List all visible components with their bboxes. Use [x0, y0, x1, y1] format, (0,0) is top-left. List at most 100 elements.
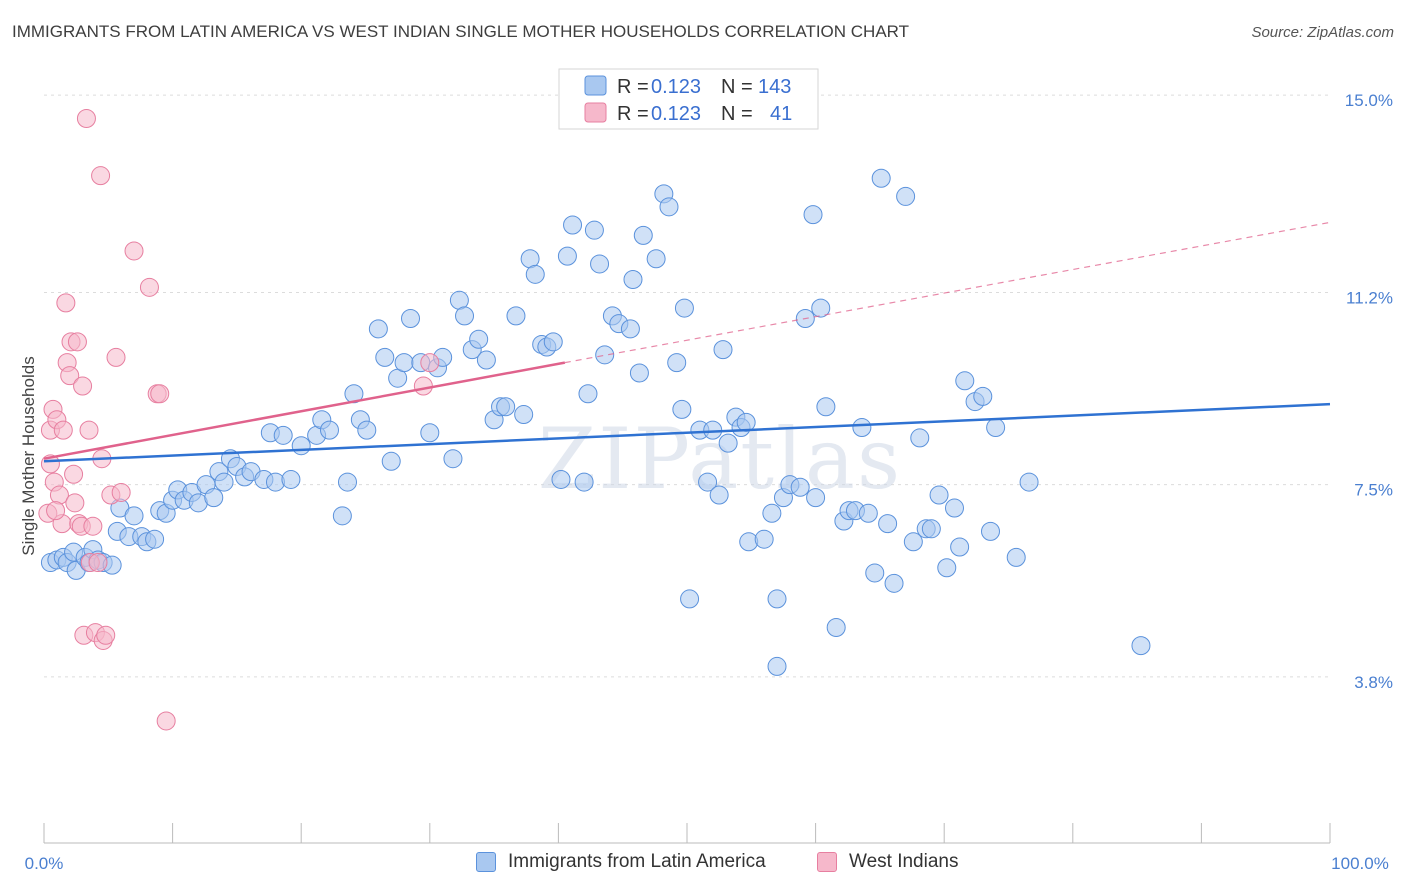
point-latin-america [496, 397, 516, 417]
legend-r-value-pink: 0.123 [651, 103, 701, 125]
point-west-indians [156, 711, 176, 731]
point-latin-america [950, 537, 970, 557]
point-latin-america [767, 589, 787, 609]
y-tick-label: 11.2% [1346, 289, 1393, 308]
point-latin-america [955, 371, 975, 391]
legend-r-label-pink: R = [617, 103, 649, 125]
point-latin-america [291, 436, 311, 456]
stats-legend: R = 0.123 N = 143 R = 0.123 N = 41 [558, 68, 819, 130]
point-west-indians [65, 493, 85, 513]
point-latin-america [1006, 547, 1026, 567]
point-latin-america [455, 306, 475, 326]
point-latin-america [858, 503, 878, 523]
point-latin-america [563, 215, 583, 235]
legend-swatch-latin-america [476, 852, 496, 872]
point-latin-america [214, 472, 234, 492]
point-latin-america [381, 451, 401, 471]
legend-n-label-blue: N = [721, 76, 753, 98]
trend-lines [43, 221, 1331, 463]
point-latin-america [1131, 636, 1151, 656]
point-latin-america [401, 308, 421, 328]
point-latin-america [667, 353, 687, 373]
point-west-indians [83, 516, 103, 536]
point-latin-america [1019, 472, 1039, 492]
x-tick-label-min: 0.0% [25, 854, 64, 873]
point-west-indians [150, 384, 170, 404]
point-latin-america [595, 345, 615, 365]
x-axis-ticks [43, 823, 1331, 843]
y-axis-label: Single Mother Households [19, 356, 38, 555]
legend-label-latin-america: Immigrants from Latin America [508, 851, 766, 872]
point-latin-america [826, 617, 846, 637]
point-latin-america [865, 563, 885, 583]
point-latin-america [852, 418, 872, 438]
point-latin-america [790, 477, 810, 497]
source-label: Source: ZipAtlas.com [1251, 24, 1394, 41]
legend-item-west-indians: West Indians [817, 851, 958, 873]
point-latin-america [672, 399, 692, 419]
point-latin-america [620, 319, 640, 339]
legend-item-latin-america: Immigrants from Latin America [476, 851, 766, 873]
y-tick-label: 3.8% [1354, 673, 1393, 692]
point-latin-america [514, 405, 534, 425]
point-west-indians [413, 376, 433, 396]
point-latin-america [633, 225, 653, 245]
point-latin-america [878, 514, 898, 534]
y-tick-label: 15.0% [1345, 91, 1393, 110]
point-latin-america [871, 168, 891, 188]
trend-line-west-indians-extrapolated [564, 221, 1331, 364]
x-tick-label-max: 100.0% [1331, 854, 1389, 873]
point-latin-america [443, 449, 463, 469]
point-latin-america [937, 558, 957, 578]
point-latin-america [469, 329, 489, 349]
point-west-indians [91, 166, 111, 186]
point-west-indians [67, 332, 87, 352]
point-latin-america [145, 529, 165, 549]
point-latin-america [811, 298, 831, 318]
point-west-indians [139, 277, 159, 297]
legend-n-label-pink: N = [721, 103, 753, 125]
point-latin-america [713, 340, 733, 360]
point-latin-america [718, 433, 738, 453]
y-axis-tick-labels: 3.8% 7.5% 11.2% 15.0% [1345, 91, 1393, 692]
point-west-indians [46, 501, 66, 521]
point-latin-america [375, 347, 395, 367]
point-latin-america [884, 573, 904, 593]
point-latin-america [476, 350, 496, 370]
y-tick-label: 7.5% [1354, 481, 1393, 500]
point-west-indians [88, 553, 108, 573]
point-latin-america [506, 306, 526, 326]
legend-swatch-pink [584, 102, 607, 123]
point-latin-america [281, 469, 301, 489]
point-latin-america [623, 270, 643, 290]
point-latin-america [525, 264, 545, 284]
point-west-indians [124, 241, 144, 261]
point-latin-america [762, 503, 782, 523]
point-latin-america [767, 656, 787, 676]
point-west-indians [111, 482, 131, 502]
point-latin-america [929, 485, 949, 505]
point-west-indians [79, 420, 99, 440]
trend-line-latin-america [43, 402, 1331, 463]
point-west-indians [96, 625, 116, 645]
point-latin-america [557, 246, 577, 266]
point-latin-america [368, 319, 388, 339]
legend-r-value-blue: 0.123 [651, 76, 701, 98]
point-latin-america [646, 249, 666, 269]
point-latin-america [273, 425, 293, 445]
point-latin-america [124, 506, 144, 526]
legend-swatch-west-indians [817, 852, 837, 872]
point-west-indians [420, 353, 440, 373]
point-latin-america [394, 353, 414, 373]
point-latin-america [543, 332, 563, 352]
point-latin-america [584, 220, 604, 240]
point-latin-america [921, 519, 941, 539]
series-legend: Immigrants from Latin America West India… [0, 851, 1406, 879]
trend-line-west-indians [43, 361, 566, 460]
point-latin-america [709, 485, 729, 505]
grid-lines [44, 94, 1330, 678]
point-latin-america [319, 420, 339, 440]
point-latin-america [590, 254, 610, 274]
point-latin-america [674, 298, 694, 318]
